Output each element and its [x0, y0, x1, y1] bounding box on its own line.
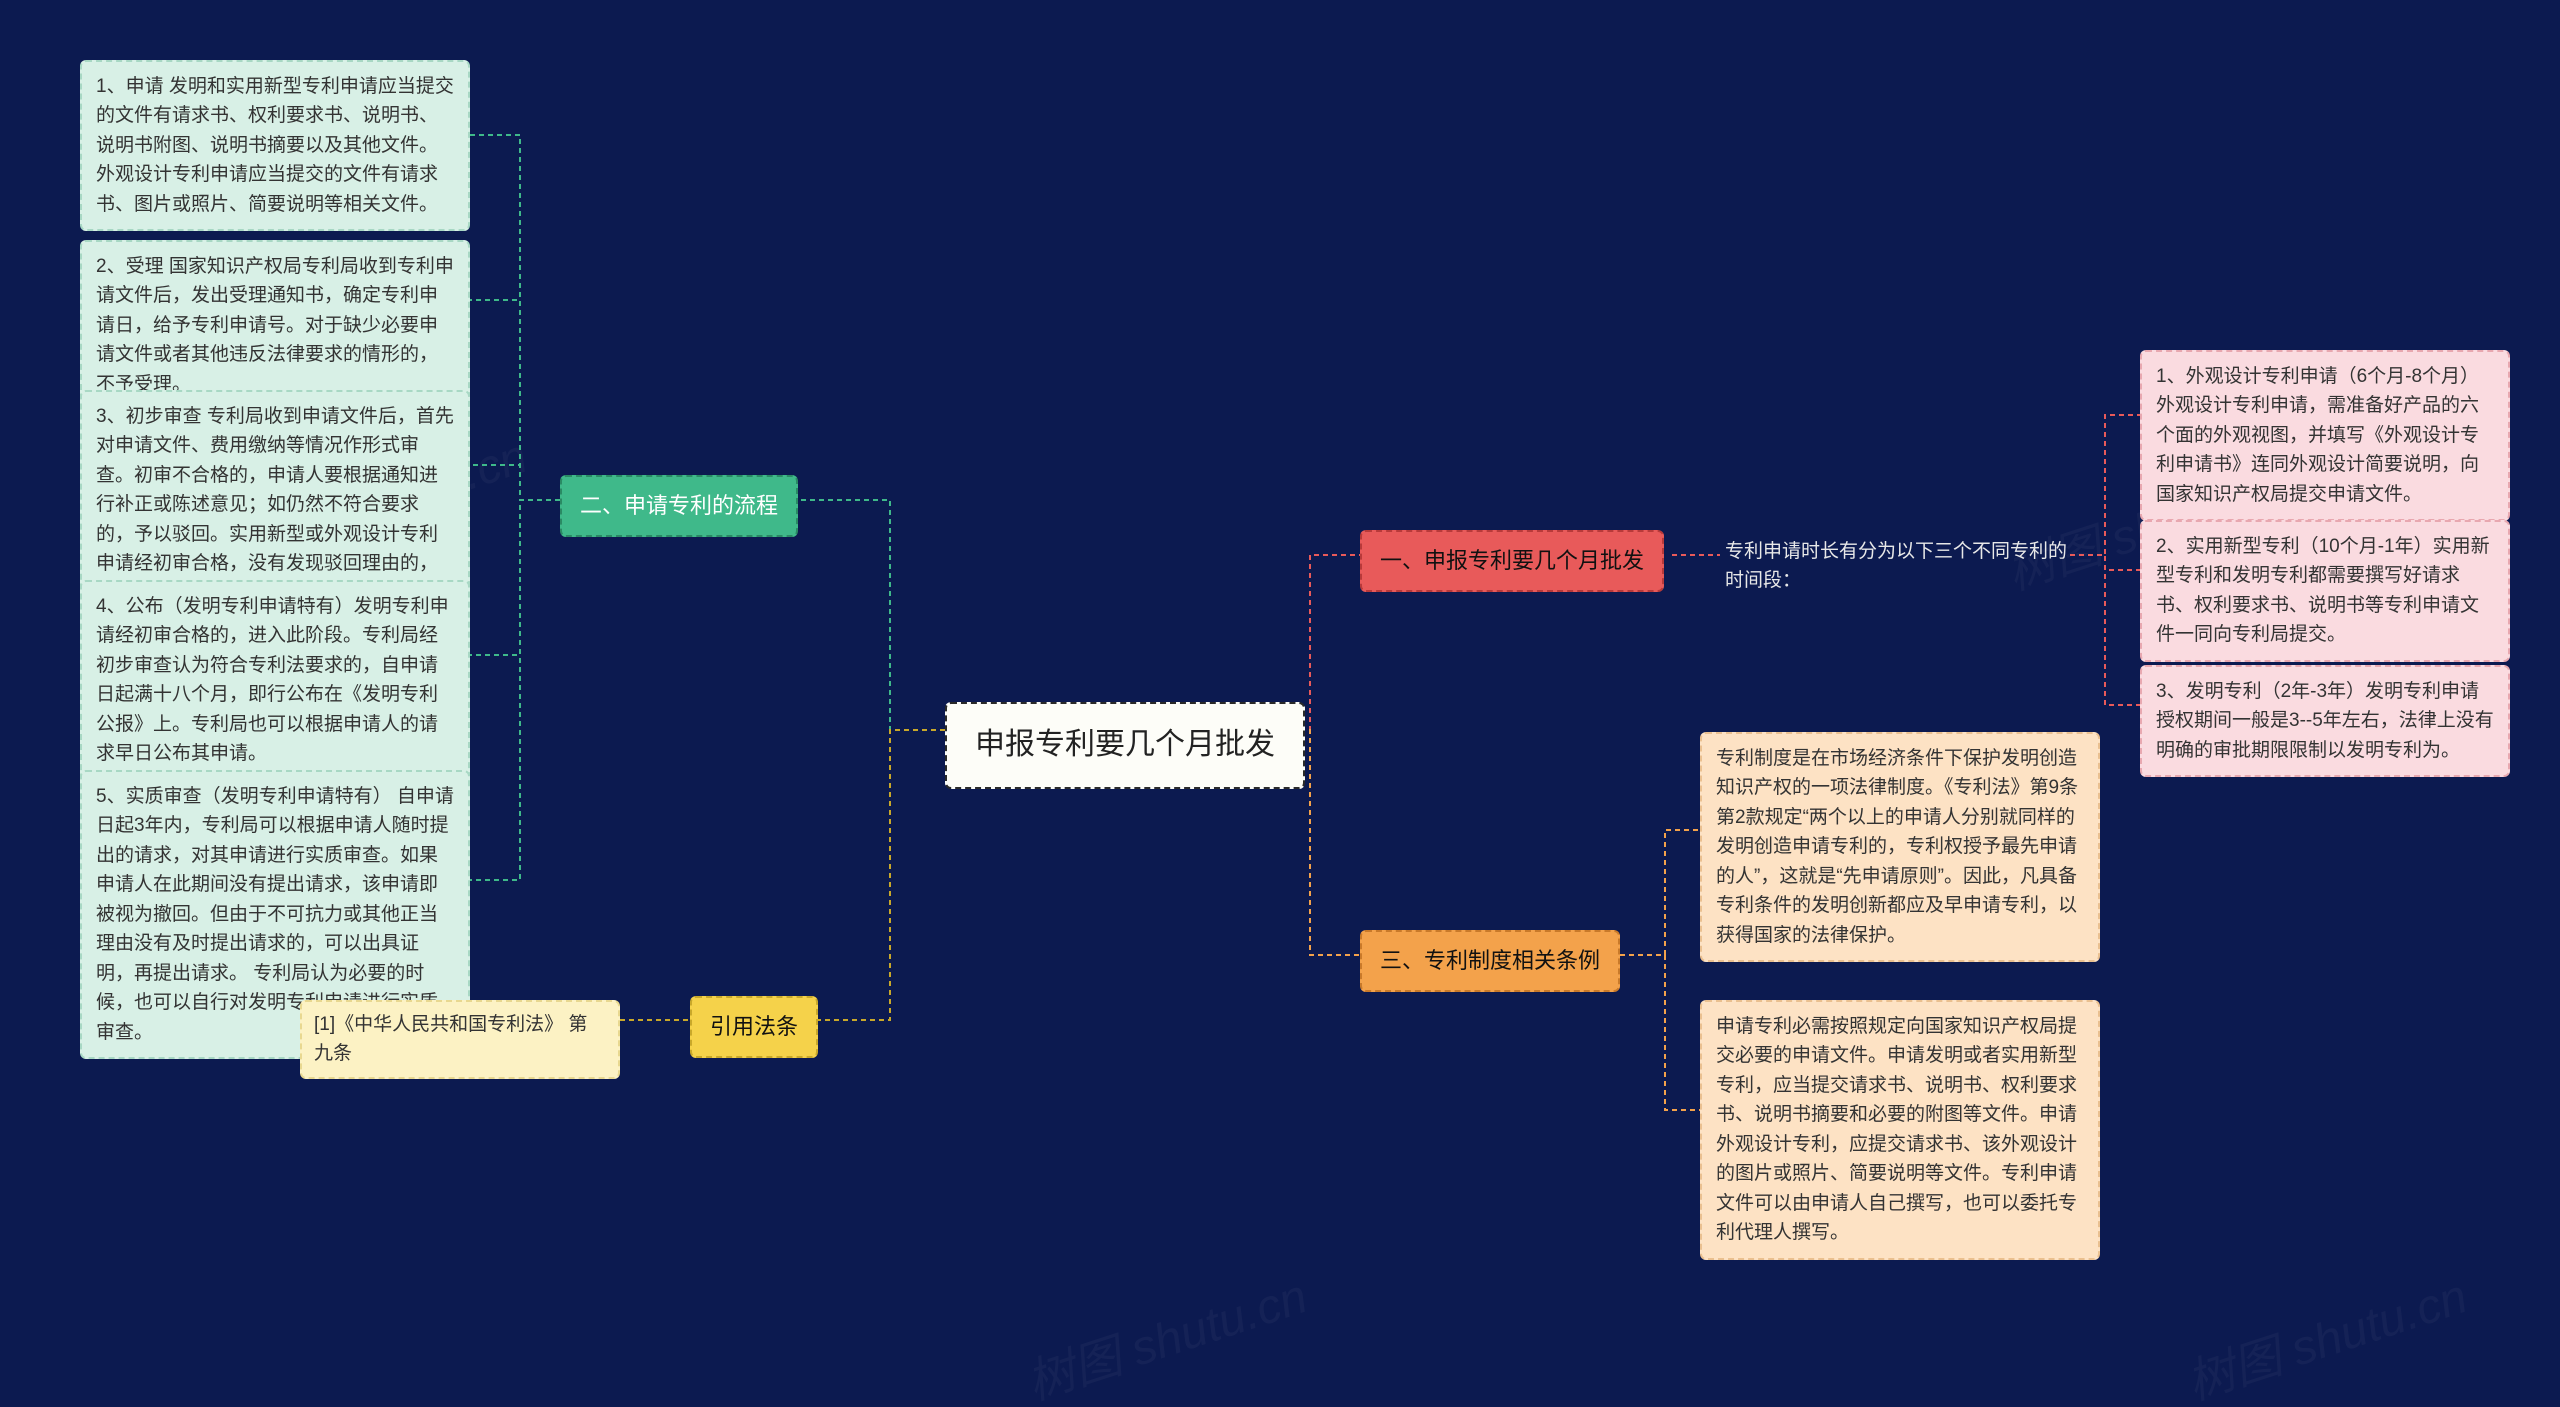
leaf-one-1-text: 1、外观设计专利申请（6个月-8个月） 外观设计专利申请，需准备好产品的六个面的…	[2156, 366, 2479, 505]
watermark: 树图 shutu.cn	[2176, 1257, 2474, 1407]
leaf-cite-1[interactable]: [1]《中华人民共和国专利法》 第九条	[300, 1000, 620, 1079]
watermark: 树图 shutu.cn	[1016, 1257, 1314, 1407]
branch-three-label: 三、专利制度相关条例	[1380, 948, 1600, 973]
leaf-cite-1-text: [1]《中华人民共和国专利法》 第九条	[314, 1014, 587, 1064]
leaf-one-1[interactable]: 1、外观设计专利申请（6个月-8个月） 外观设计专利申请，需准备好产品的六个面的…	[2140, 350, 2510, 521]
leaf-two-4[interactable]: 4、公布（发明专利申请特有）发明专利申请经初审合格的，进入此阶段。专利局经初步审…	[80, 580, 470, 781]
branch-cite-label: 引用法条	[710, 1014, 798, 1039]
leaf-one-2[interactable]: 2、实用新型专利（10个月-1年）实用新型专利和发明专利都需要撰写好请求书、权利…	[2140, 520, 2510, 662]
branch-three[interactable]: 三、专利制度相关条例	[1360, 930, 1620, 992]
root-node[interactable]: 申报专利要几个月批发	[945, 702, 1305, 789]
root-label: 申报专利要几个月批发	[975, 728, 1275, 761]
leaf-two-4-text: 4、公布（发明专利申请特有）发明专利申请经初审合格的，进入此阶段。专利局经初步审…	[96, 596, 449, 764]
leaf-three-2-text: 申请专利必需按照规定向国家知识产权局提交必要的申请文件。申请发明或者实用新型专利…	[1716, 1016, 2077, 1243]
branch-one-midtext: 专利申请时长有分为以下三个不同专利的时间段：	[1725, 538, 2070, 595]
leaf-two-2-text: 2、受理 国家知识产权局专利局收到专利申请文件后，发出受理通知书，确定专利申请日…	[96, 256, 454, 395]
leaf-one-3-text: 3、发明专利（2年-3年）发明专利申请授权期间一般是3--5年左右，法律上没有明…	[2156, 681, 2494, 761]
leaf-two-1[interactable]: 1、申请 发明和实用新型专利申请应当提交的文件有请求书、权利要求书、说明书、说明…	[80, 60, 470, 231]
leaf-two-1-text: 1、申请 发明和实用新型专利申请应当提交的文件有请求书、权利要求书、说明书、说明…	[96, 76, 454, 215]
leaf-one-2-text: 2、实用新型专利（10个月-1年）实用新型专利和发明专利都需要撰写好请求书、权利…	[2156, 536, 2490, 645]
branch-two[interactable]: 二、申请专利的流程	[560, 475, 798, 537]
branch-two-label: 二、申请专利的流程	[580, 493, 778, 518]
branch-cite[interactable]: 引用法条	[690, 996, 818, 1058]
leaf-three-2[interactable]: 申请专利必需按照规定向国家知识产权局提交必要的申请文件。申请发明或者实用新型专利…	[1700, 1000, 2100, 1260]
branch-one[interactable]: 一、申报专利要几个月批发	[1360, 530, 1664, 592]
leaf-three-1[interactable]: 专利制度是在市场经济条件下保护发明创造知识产权的一项法律制度。《专利法》第9条第…	[1700, 732, 2100, 962]
leaf-one-3[interactable]: 3、发明专利（2年-3年）发明专利申请授权期间一般是3--5年左右，法律上没有明…	[2140, 665, 2510, 777]
branch-one-label: 一、申报专利要几个月批发	[1380, 548, 1644, 573]
leaf-two-2[interactable]: 2、受理 国家知识产权局专利局收到专利申请文件后，发出受理通知书，确定专利申请日…	[80, 240, 470, 411]
leaf-two-3-text: 3、初步审查 专利局收到申请文件后，首先对申请文件、费用缴纳等情况作形式审查。初…	[96, 406, 454, 604]
leaf-three-1-text: 专利制度是在市场经济条件下保护发明创造知识产权的一项法律制度。《专利法》第9条第…	[1716, 748, 2078, 946]
